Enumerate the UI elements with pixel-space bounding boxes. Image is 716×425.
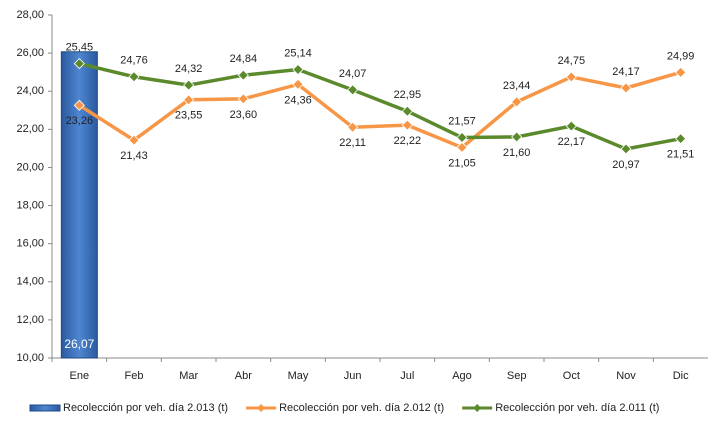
value-label: 21,43 [120, 150, 148, 162]
value-label: 24,07 [339, 68, 367, 80]
legend-label: Recolección por veh. día 2.013 (t) [63, 402, 228, 414]
value-label: 22,11 [339, 137, 366, 149]
value-label: 24,99 [667, 50, 695, 62]
value-label: 20,97 [612, 159, 640, 171]
value-label: 23,55 [175, 110, 203, 122]
marker [73, 99, 85, 111]
y-tick-label: 20,00 [16, 161, 44, 173]
value-label: 25,14 [284, 47, 312, 59]
legend-label: Recolección por veh. día 2.011 (t) [495, 402, 659, 414]
value-label: 21,57 [448, 115, 476, 127]
x-tick-label: Jul [400, 370, 414, 382]
marker [401, 105, 413, 117]
y-tick-label: 28,00 [16, 9, 44, 21]
marker [456, 141, 468, 154]
marker [183, 94, 195, 106]
marker [675, 66, 687, 78]
x-tick-label: May [288, 370, 309, 382]
marker [565, 71, 577, 83]
value-label: 23,44 [503, 80, 531, 92]
marker [347, 121, 359, 133]
legend-swatch [29, 404, 61, 412]
x-tick-label: Oct [563, 370, 580, 382]
value-label: 21,60 [503, 147, 531, 159]
value-label: 22,22 [394, 135, 422, 147]
value-label: 21,05 [448, 157, 476, 169]
x-tick-label: Ago [452, 370, 472, 382]
marker [73, 58, 85, 70]
marker [401, 119, 413, 131]
y-tick-label: 12,00 [16, 314, 44, 326]
y-tick-label: 22,00 [16, 123, 44, 135]
marker [456, 131, 468, 144]
y-tick-label: 26,00 [16, 47, 44, 59]
y-tick-label: 24,00 [16, 85, 44, 97]
legend-label: Recolección por veh. día 2.012 (t) [279, 402, 444, 414]
value-label: 25,45 [66, 41, 94, 53]
value-label: 24,17 [612, 66, 640, 78]
legend-marker [473, 404, 482, 412]
line [78, 70, 682, 150]
value-label: 22,95 [394, 89, 422, 101]
x-tick-label: Ene [70, 370, 90, 382]
marker [511, 96, 523, 108]
value-label: 24,75 [558, 55, 586, 67]
value-label: 21,51 [667, 149, 695, 161]
marker [292, 63, 304, 76]
bar-value-label: 26,07 [64, 337, 94, 351]
marker [237, 93, 249, 105]
value-label: 22,17 [558, 136, 586, 148]
marker [511, 131, 523, 143]
x-tick-label: Abr [235, 370, 252, 382]
y-tick-label: 14,00 [16, 276, 44, 288]
x-tick-label: Jun [344, 370, 362, 382]
legend-marker [257, 404, 266, 412]
marker [128, 134, 140, 146]
line [78, 61, 681, 151]
y-tick-label: 10,00 [16, 352, 44, 364]
x-tick-label: Feb [125, 370, 144, 382]
x-tick-label: Nov [616, 370, 636, 382]
marker [620, 82, 632, 94]
marker [675, 133, 687, 145]
y-tick-label: 18,00 [16, 199, 44, 211]
marker [128, 71, 140, 83]
value-label: 24,36 [284, 94, 312, 106]
value-label: 24,32 [175, 63, 203, 75]
value-label: 24,76 [120, 55, 148, 67]
marker [292, 78, 304, 90]
value-label: 23,60 [230, 109, 258, 121]
marker [183, 79, 195, 91]
value-label: 24,84 [230, 53, 258, 65]
bar [60, 51, 98, 359]
marker [620, 143, 632, 155]
marker [237, 69, 249, 81]
x-tick-label: Sep [507, 370, 527, 382]
y-tick-label: 16,00 [16, 238, 44, 250]
marker [347, 84, 359, 96]
value-label: 23,26 [66, 115, 94, 127]
x-tick-label: Mar [179, 370, 198, 382]
marker [565, 120, 577, 132]
x-tick-label: Dic [673, 370, 689, 382]
